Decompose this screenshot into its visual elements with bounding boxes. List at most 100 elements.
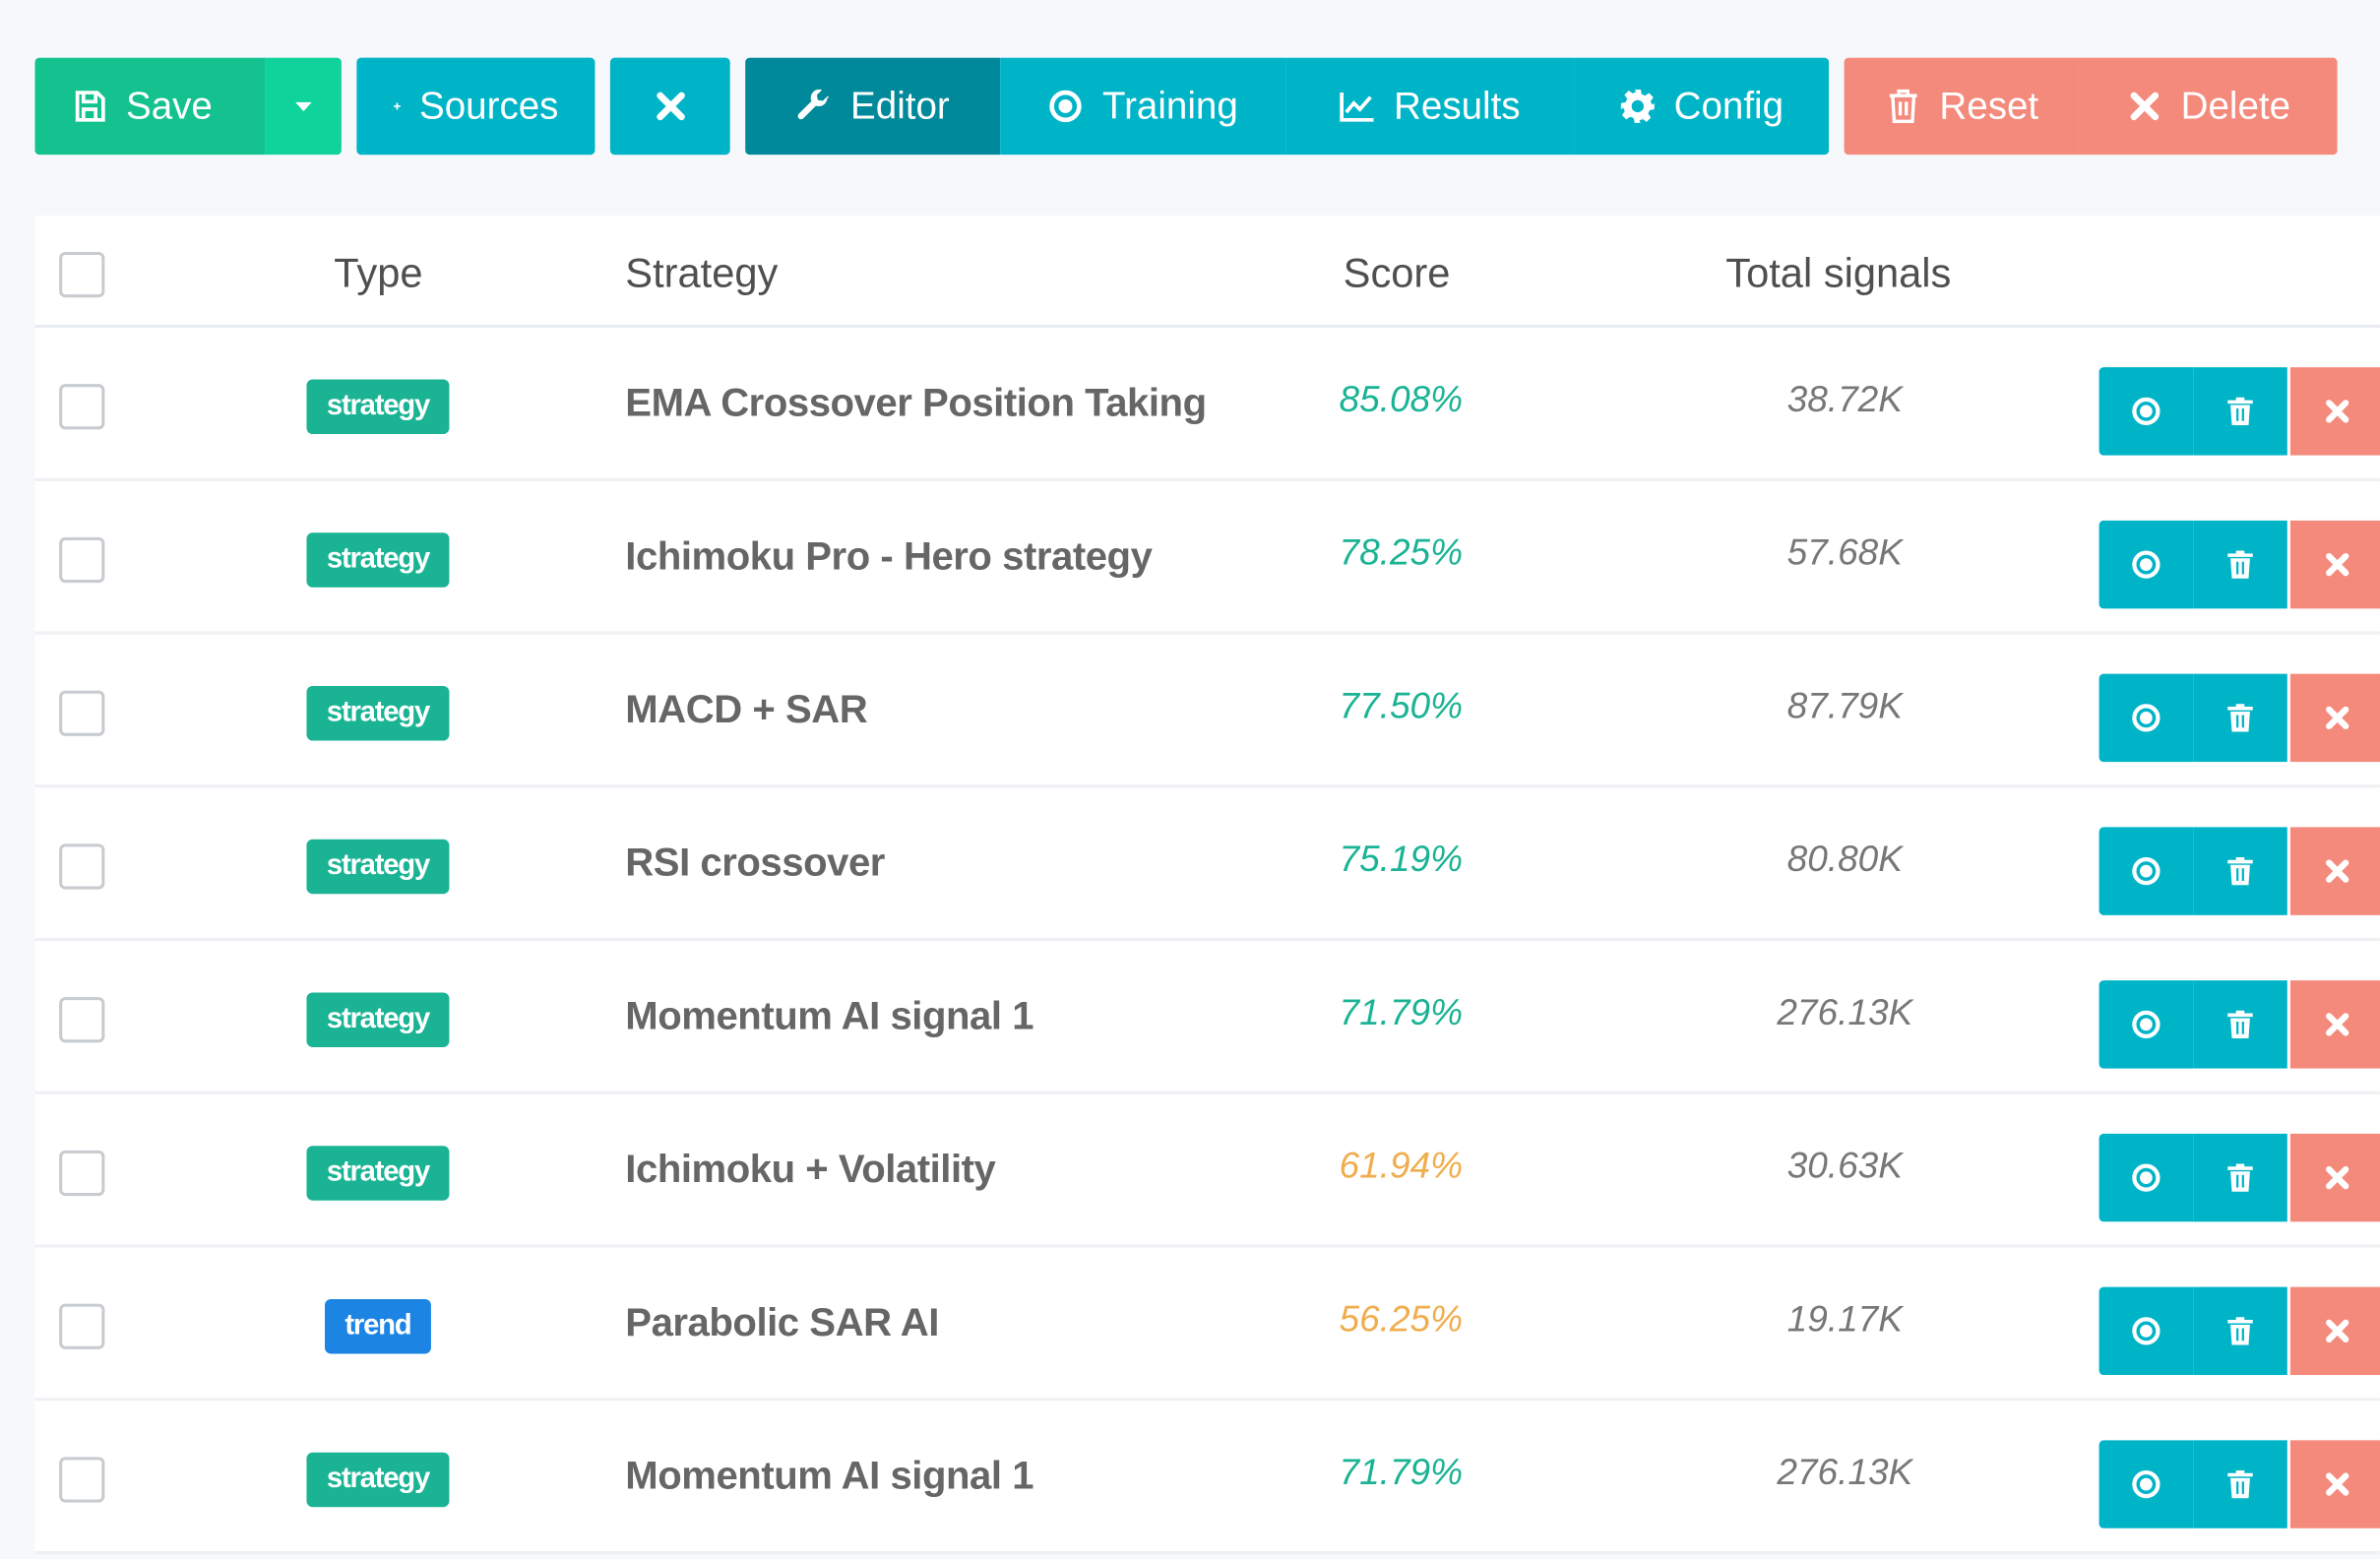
trash-icon — [2227, 1010, 2253, 1038]
delete-row-button[interactable] — [2289, 367, 2380, 456]
results-label: Results — [1394, 84, 1521, 127]
table-header: Type Strategy Score Total signals — [34, 216, 2380, 329]
line-chart-icon — [1340, 93, 1374, 122]
table-row: strategy MACD + SAR 77.50% 87.79K — [34, 635, 2380, 788]
reset-row-button[interactable] — [2193, 1440, 2287, 1528]
reset-row-button[interactable] — [2193, 827, 2287, 915]
dot-circle-icon — [1049, 90, 1083, 123]
score-value: 71.79% — [1339, 992, 1464, 1034]
total-signals-value: 38.72K — [1786, 379, 1903, 421]
times-icon — [2326, 706, 2349, 730]
delete-row-button[interactable] — [2289, 980, 2380, 1069]
train-button[interactable] — [2098, 1440, 2194, 1528]
table-row: strategy Ichimoku Pro - Hero strategy 78… — [34, 481, 2380, 635]
score-value: 77.50% — [1339, 685, 1464, 727]
train-button[interactable] — [2098, 367, 2194, 456]
delete-row-button[interactable] — [2289, 827, 2380, 915]
tab-training[interactable]: Training — [1000, 57, 1286, 156]
editor-label: Editor — [850, 84, 950, 127]
strategy-name[interactable]: Ichimoku + Volatility — [625, 1146, 996, 1192]
tab-results[interactable]: Results — [1285, 57, 1575, 156]
reset-row-button[interactable] — [2193, 520, 2287, 609]
row-actions — [2098, 1133, 2380, 1222]
reset-row-button[interactable] — [2193, 980, 2287, 1069]
select-all-checkbox[interactable] — [59, 251, 105, 298]
row-checkbox[interactable] — [59, 384, 105, 430]
score-value: 75.19% — [1339, 839, 1464, 881]
row-checkbox[interactable] — [59, 1150, 105, 1197]
tab-config[interactable]: Config — [1574, 57, 1830, 156]
dot-circle-icon — [2132, 704, 2161, 732]
total-signals-value: 19.17K — [1786, 1298, 1903, 1341]
train-button[interactable] — [2098, 1133, 2194, 1222]
row-actions — [2098, 367, 2380, 456]
score-value: 85.08% — [1339, 379, 1464, 421]
row-checkbox[interactable] — [59, 843, 105, 890]
trash-icon — [2227, 1163, 2253, 1192]
times-icon — [2326, 552, 2349, 577]
trash-icon — [1889, 89, 1917, 124]
table-body: strategy EMA Crossover Position Taking 8… — [34, 328, 2380, 1555]
type-badge: strategy — [306, 379, 450, 435]
strategy-name[interactable]: Momentum AI signal 1 — [625, 1452, 1034, 1498]
total-signals-value: 57.68K — [1786, 532, 1903, 574]
row-checkbox[interactable] — [59, 997, 105, 1043]
row-checkbox[interactable] — [59, 536, 105, 584]
train-button[interactable] — [2098, 827, 2194, 915]
reset-button[interactable]: Reset — [1844, 57, 2080, 156]
times-icon — [656, 92, 685, 121]
reset-row-button[interactable] — [2193, 367, 2287, 456]
header-strategy[interactable]: Strategy — [625, 250, 779, 296]
header-type[interactable]: Type — [334, 250, 423, 296]
delete-row-button[interactable] — [2289, 1440, 2380, 1528]
reset-row-button[interactable] — [2193, 1286, 2287, 1376]
delete-row-button[interactable] — [2289, 520, 2380, 609]
reset-row-button[interactable] — [2193, 673, 2287, 763]
save-button[interactable]: Save — [34, 57, 266, 156]
reset-label: Reset — [1939, 84, 2039, 127]
train-button[interactable] — [2098, 1286, 2194, 1376]
reset-row-button[interactable] — [2193, 1133, 2287, 1222]
close-button[interactable] — [609, 57, 730, 156]
delete-button[interactable]: Delete — [2079, 57, 2338, 156]
score-value: 61.94% — [1339, 1146, 1464, 1187]
plus-icon — [394, 102, 401, 110]
row-checkbox[interactable] — [59, 690, 105, 736]
strategy-name[interactable]: EMA Crossover Position Taking — [625, 379, 1207, 425]
type-badge: strategy — [306, 685, 450, 741]
save-dropdown-toggle[interactable] — [265, 57, 342, 156]
row-checkbox[interactable] — [59, 1303, 105, 1349]
header-score[interactable]: Score — [1343, 250, 1451, 296]
delete-row-button[interactable] — [2289, 1286, 2380, 1376]
score-value: 78.25% — [1339, 532, 1464, 574]
times-icon — [2326, 1472, 2349, 1496]
row-checkbox[interactable] — [59, 1457, 105, 1503]
dot-circle-icon — [2132, 1010, 2161, 1038]
score-value: 71.79% — [1339, 1452, 1464, 1494]
strategy-name[interactable]: Ichimoku Pro - Hero strategy — [625, 532, 1153, 579]
train-button[interactable] — [2098, 980, 2194, 1069]
save-button-group: Save — [34, 57, 342, 156]
strategy-name[interactable]: MACD + SAR — [625, 685, 868, 732]
table-row: strategy Ichimoku + Volatility 61.94% 30… — [34, 1094, 2380, 1248]
total-signals-value: 276.13K — [1777, 992, 1913, 1034]
delete-row-button[interactable] — [2289, 1133, 2380, 1222]
times-icon — [2130, 92, 2159, 121]
strategy-name[interactable]: Parabolic SAR AI — [625, 1298, 939, 1345]
delete-row-button[interactable] — [2289, 673, 2380, 763]
sources-label: Sources — [419, 84, 559, 127]
times-icon — [2326, 1013, 2349, 1036]
type-badge: strategy — [306, 992, 450, 1047]
sources-button[interactable]: Sources — [356, 57, 595, 156]
table-row: strategy RSI crossover 75.19% 80.80K — [34, 787, 2380, 942]
tab-editor[interactable]: Editor — [745, 57, 1001, 156]
type-badge: trend — [324, 1298, 431, 1354]
train-button[interactable] — [2098, 520, 2194, 609]
table-row: trend Parabolic SAR AI 56.25% 19.17K — [34, 1248, 2380, 1402]
train-button[interactable] — [2098, 673, 2194, 763]
strategy-name[interactable]: RSI crossover — [625, 839, 885, 885]
strategy-name[interactable]: Momentum AI signal 1 — [625, 992, 1034, 1038]
strategies-table: Type Strategy Score Total signals strate… — [34, 215, 2380, 1555]
training-label: Training — [1101, 84, 1238, 127]
header-total-signals[interactable]: Total signals — [1725, 250, 1952, 296]
